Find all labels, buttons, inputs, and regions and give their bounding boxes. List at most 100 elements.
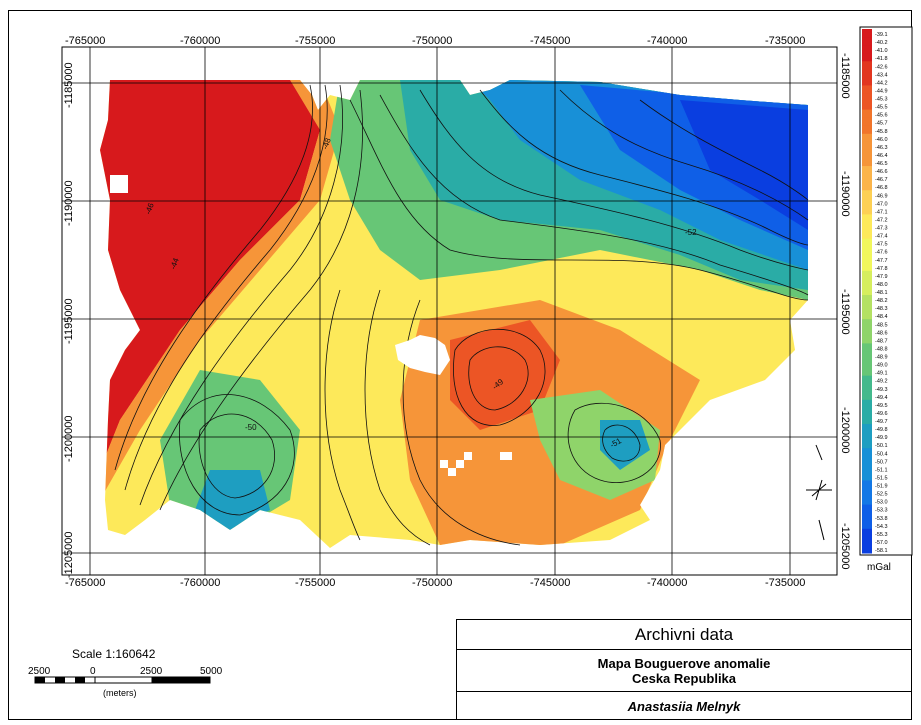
legend-swatch xyxy=(862,351,872,361)
legend-value: -46.8 xyxy=(875,185,888,191)
legend-value: -49.1 xyxy=(875,371,888,377)
legend-value: -46.3 xyxy=(875,145,888,151)
legend-swatch xyxy=(862,270,872,280)
contour-lines xyxy=(114,84,809,546)
legend-value: -58.1 xyxy=(875,548,888,554)
north-arrow-icon xyxy=(806,444,832,541)
legend-value: -46.6 xyxy=(875,169,888,175)
legend-value: -48.4 xyxy=(875,314,888,320)
map-title-line2: Ceska Republika xyxy=(631,671,737,686)
legend-value: -40.2 xyxy=(875,40,888,46)
legend-value: -48.3 xyxy=(875,306,888,312)
legend-value: -47.1 xyxy=(875,209,888,215)
legend-swatch xyxy=(862,512,872,522)
map-neatline xyxy=(61,46,838,576)
x-tick-label: -740000 xyxy=(647,35,687,47)
legend-swatch xyxy=(862,415,872,425)
no-data-holes xyxy=(110,175,512,476)
x-tick-label: -740000 xyxy=(647,577,687,589)
legend-value: -48.1 xyxy=(875,290,888,296)
x-tick-label: -760000 xyxy=(180,577,220,589)
legend-swatch xyxy=(862,472,872,481)
legend-swatch xyxy=(862,520,872,530)
legend-value: -48.2 xyxy=(875,298,888,304)
map-title: Mapa Bouguerove anomalie Ceska Republika xyxy=(457,650,911,692)
x-tick-label: -760000 xyxy=(180,35,220,47)
legend-swatch xyxy=(862,77,872,86)
legend-value: -48.7 xyxy=(875,338,888,344)
x-tick-label: -750000 xyxy=(412,577,452,589)
legend-swatch xyxy=(862,254,872,264)
legend-swatch xyxy=(862,85,872,94)
legend-value: -51.1 xyxy=(875,467,888,473)
scale-tick: 0 xyxy=(90,666,96,677)
legend-value: -49.4 xyxy=(875,395,888,401)
legend-swatch xyxy=(862,69,872,78)
legend-swatch xyxy=(862,53,872,62)
legend-swatch xyxy=(862,214,872,223)
legend-swatch xyxy=(862,125,872,135)
legend-swatch xyxy=(862,246,872,256)
legend-swatch xyxy=(862,109,872,119)
legend-swatch xyxy=(862,424,872,433)
legend-value: -54.3 xyxy=(875,524,888,530)
color-legend: -39.1 -40.2 -41.0 -41.8 -42.6 -43.4 -44.2 -44.9… xyxy=(859,26,913,556)
legend-swatch xyxy=(862,286,872,296)
graticule-grid xyxy=(62,47,837,575)
x-tick-label: -765000 xyxy=(65,577,105,589)
legend-swatch xyxy=(862,198,872,207)
legend-swatch xyxy=(862,238,872,248)
legend-value: -43.4 xyxy=(875,72,888,78)
y-tick-label: -1195000 xyxy=(839,289,851,335)
legend-swatch xyxy=(862,496,872,506)
legend-swatch xyxy=(862,295,872,304)
legend-swatch xyxy=(862,432,872,441)
legend-swatch xyxy=(862,222,872,232)
legend-swatch xyxy=(862,182,872,191)
legend-value: -45.3 xyxy=(875,97,888,103)
contour-label: -52 xyxy=(685,228,697,237)
legend-swatch xyxy=(862,399,872,409)
legend-swatch xyxy=(862,367,872,377)
legend-value: -47.5 xyxy=(875,242,888,248)
y-tick-label: -1200000 xyxy=(839,407,851,454)
legend-value: -49.0 xyxy=(875,363,888,369)
legend-swatch xyxy=(862,383,872,393)
legend-swatch xyxy=(862,440,872,449)
legend-swatch xyxy=(862,456,872,465)
legend-swatch xyxy=(862,157,872,167)
legend-swatch xyxy=(862,149,872,159)
author-name: Anastasiia Melnyk xyxy=(627,699,741,714)
y-tick-label: -1205000 xyxy=(63,532,75,579)
x-tick-label: -755000 xyxy=(295,577,335,589)
legend-value: -47.8 xyxy=(875,266,888,272)
contour-label: -48 xyxy=(320,136,333,150)
legend-value: -45.8 xyxy=(875,129,888,135)
legend-value: -46.5 xyxy=(875,161,888,167)
legend-swatch xyxy=(862,101,872,111)
scale-tick: 2500 xyxy=(28,666,51,677)
legend-swatch xyxy=(862,536,872,546)
x-tick-label: -765000 xyxy=(65,35,105,47)
legend-value: -50.4 xyxy=(875,451,888,457)
legend-value: -46.0 xyxy=(875,137,888,143)
x-tick-label: -735000 xyxy=(765,35,805,47)
legend-value: -49.9 xyxy=(875,435,888,441)
legend-swatch xyxy=(862,206,872,215)
legend-value: -41.8 xyxy=(875,56,888,62)
legend-value: -46.4 xyxy=(875,153,888,159)
legend-value: -49.2 xyxy=(875,379,888,385)
legend-value: -47.7 xyxy=(875,258,888,264)
legend-swatch xyxy=(862,391,872,401)
legend-swatch xyxy=(862,327,872,336)
legend-value: -46.7 xyxy=(875,177,888,183)
legend-swatch xyxy=(862,544,872,554)
contour-label: -44 xyxy=(168,256,181,270)
legend-value: -45.6 xyxy=(875,113,888,119)
legend-swatch xyxy=(862,504,872,514)
y-tick-label: -1195000 xyxy=(63,298,75,344)
legend-value: -48.9 xyxy=(875,355,888,361)
gravity-anomaly-field xyxy=(100,80,808,548)
legend-swatch xyxy=(862,448,872,457)
